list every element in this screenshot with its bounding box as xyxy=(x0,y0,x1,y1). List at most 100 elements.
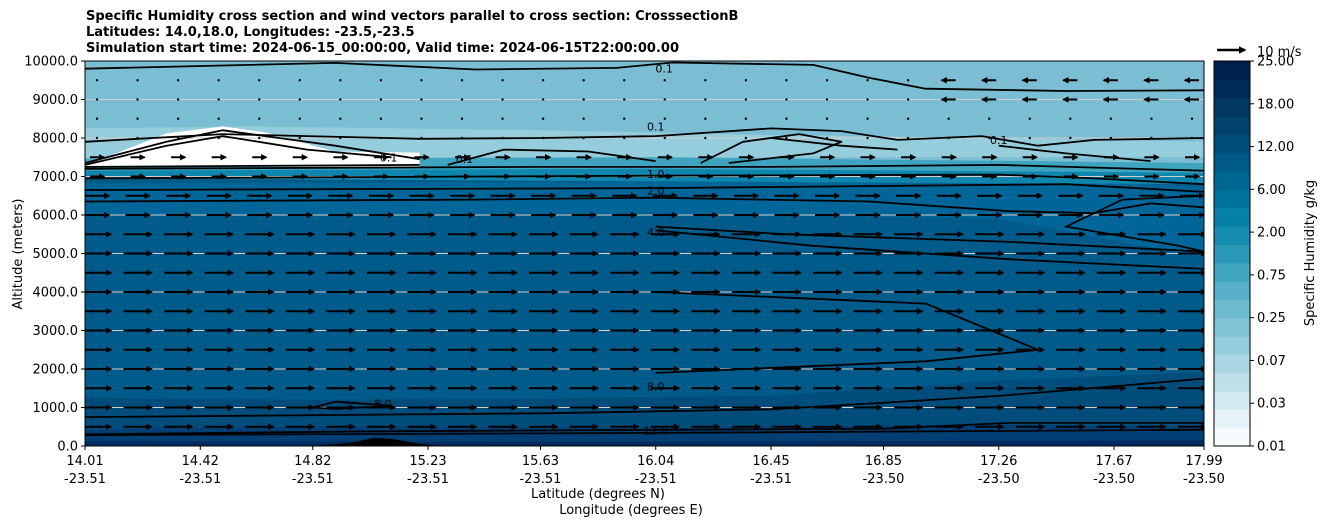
wind-vector xyxy=(623,117,626,120)
x-tick-label-lat: 16.04 xyxy=(637,454,674,469)
wind-vector xyxy=(663,136,666,140)
colorbar-tick-label: 0.07 xyxy=(1257,354,1286,369)
wind-vector xyxy=(744,136,748,140)
wind-vector xyxy=(582,117,585,120)
colorbar-segment xyxy=(1214,372,1250,392)
x-tick-label-lat: 17.67 xyxy=(1095,454,1132,469)
humidity-bands xyxy=(85,126,1204,446)
wind-vector xyxy=(379,79,383,82)
x-tick-label-lon: -23.51 xyxy=(179,472,221,487)
contour-label-1: 0.1 xyxy=(647,120,665,133)
colorbar-tick-label: 18.00 xyxy=(1257,97,1294,112)
wind-vector xyxy=(582,136,585,140)
wind-vector xyxy=(258,98,261,101)
contour-line-16 xyxy=(85,428,1204,437)
wind-vector xyxy=(176,79,180,82)
wind-vector xyxy=(825,136,829,140)
wind-vector xyxy=(460,79,464,82)
y-tick-label: 4000.0 xyxy=(33,286,79,301)
wind-vector xyxy=(217,79,220,82)
x-tick-label-lon: -23.50 xyxy=(863,472,905,487)
wind-vector xyxy=(217,98,220,101)
wind-vector xyxy=(95,117,99,120)
wind-vector xyxy=(623,79,626,82)
wind-vector xyxy=(298,98,301,101)
wind-vector xyxy=(582,79,585,82)
colorbar-segment xyxy=(1214,207,1250,227)
colorbar-segment xyxy=(1214,409,1250,429)
x-tick-label-lon: -23.51 xyxy=(750,472,792,487)
wind-vector xyxy=(501,117,504,120)
x-tick-label-lat: 14.82 xyxy=(294,454,331,469)
contour-labels: 0.1 0.1 0.1 0.1 0.1 1.0 2.0 4.0 8.0 8.0 12.0 xyxy=(374,63,1008,438)
colorbar-segment xyxy=(1214,61,1250,80)
y-tick-label: 1000.0 xyxy=(33,401,79,416)
contour-line-0 xyxy=(85,61,1204,92)
colorbar-tick-label: 0.25 xyxy=(1257,311,1286,326)
wind-vector xyxy=(217,136,220,140)
contour-line-6 xyxy=(700,133,843,164)
wind-vector xyxy=(1069,136,1072,140)
wind-vector xyxy=(420,136,423,140)
wind-vector xyxy=(95,98,99,101)
colorbar-segment xyxy=(1214,262,1250,282)
wind-vector xyxy=(1190,117,1194,120)
wind-vector xyxy=(866,136,869,140)
colorbar-tick-label: 0.75 xyxy=(1257,268,1286,283)
colorbar-segment xyxy=(1214,427,1250,447)
contour-label-8: 8.0 xyxy=(647,380,665,393)
wind-vector xyxy=(744,98,748,101)
colorbar-segment xyxy=(1214,189,1250,209)
wind-vector xyxy=(906,136,910,140)
wind-vector xyxy=(1150,136,1153,140)
contour-line-1 xyxy=(85,127,1204,147)
wind-vector xyxy=(298,117,301,120)
contour-line-7 xyxy=(85,164,1204,172)
colorbar-segment xyxy=(1214,79,1250,99)
wind-vector xyxy=(136,117,139,120)
contour-label-10: 12.0 xyxy=(643,425,668,438)
wind-vector xyxy=(744,79,748,82)
contour-line-15 xyxy=(85,422,1204,436)
wind-vector xyxy=(501,98,504,101)
colorbar-segment xyxy=(1214,336,1250,355)
wind-vector xyxy=(785,98,788,101)
x-tick-label-lon: -23.51 xyxy=(520,472,562,487)
wind-vector xyxy=(704,117,707,120)
contour-label-5: 1.0 xyxy=(647,168,665,181)
colorbar-segment xyxy=(1214,97,1250,117)
wind-vector xyxy=(460,136,464,140)
wind-vector xyxy=(95,79,99,82)
wind-vector xyxy=(1069,117,1072,120)
y-tick-label: 3000.0 xyxy=(33,324,79,339)
contour-label-2: 0.1 xyxy=(990,134,1008,147)
y-axis-label: Altitude (meters) xyxy=(11,199,26,310)
x-tick-label-lat: 17.99 xyxy=(1185,454,1222,469)
wind-vector xyxy=(258,117,261,120)
wind-vector xyxy=(825,98,829,101)
contour-line-3 xyxy=(85,135,392,166)
x-tick-label-lon: -23.51 xyxy=(635,472,677,487)
colorbar-segment xyxy=(1214,391,1250,410)
colorbar-segment xyxy=(1214,226,1250,245)
wind-vector xyxy=(663,79,666,82)
x-tick-label-lat: 14.42 xyxy=(182,454,219,469)
wind-vector xyxy=(947,117,950,120)
terrain-bump xyxy=(312,437,443,446)
wind-vector xyxy=(825,117,829,120)
contour-label-3: 0.1 xyxy=(380,151,398,164)
wind-vector xyxy=(1109,117,1113,120)
contour-label-7: 4.0 xyxy=(647,226,665,239)
contour-line-2 xyxy=(85,129,420,164)
x-tick-label-lon: -23.51 xyxy=(292,472,334,487)
colorbar-segment xyxy=(1214,317,1250,337)
wind-vector xyxy=(420,79,423,82)
wind-vector xyxy=(866,79,869,82)
wind-vector xyxy=(217,117,220,120)
wind-vector xyxy=(339,117,342,120)
wind-vector xyxy=(785,136,788,140)
colorbar: 0.01 0.03 0.07 0.25 0.75 2.00 6.00 12.00 18.00 25… xyxy=(1213,55,1294,455)
wind-vector xyxy=(1150,117,1153,120)
wind-vector xyxy=(176,98,180,101)
